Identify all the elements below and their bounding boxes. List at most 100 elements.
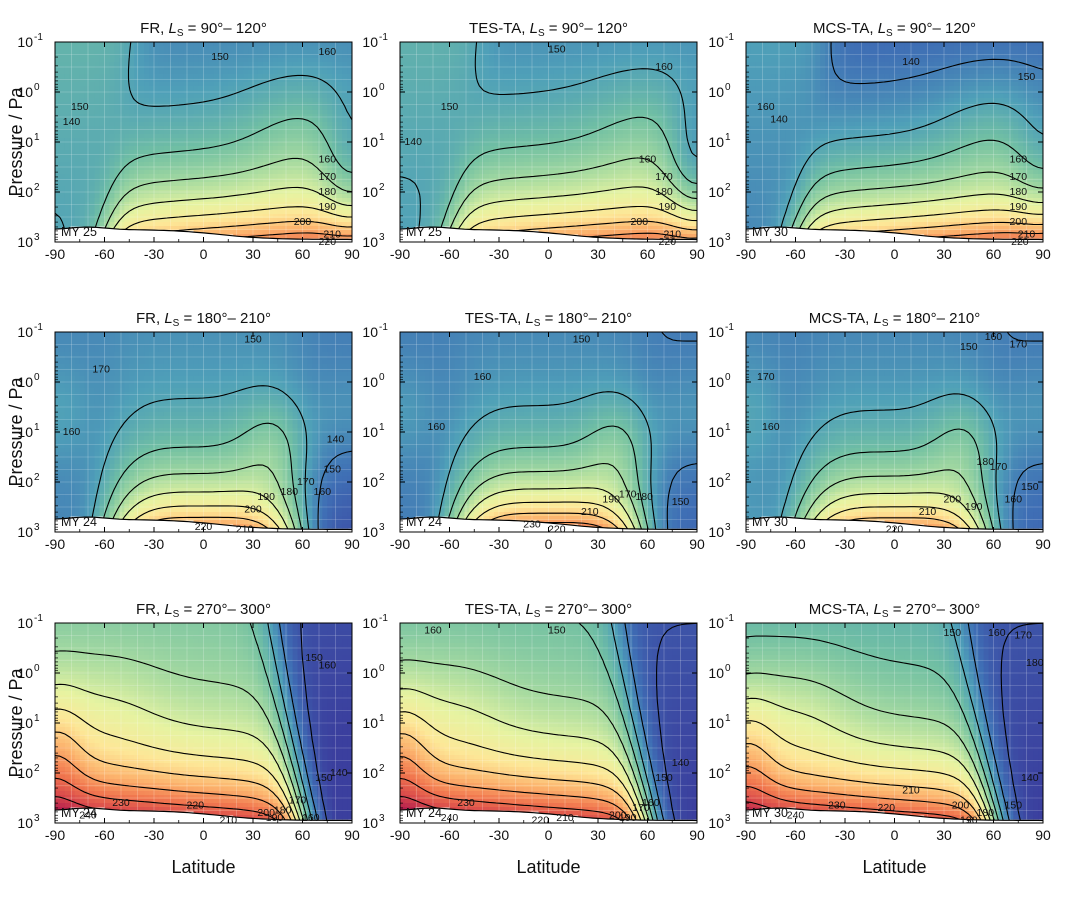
field-cell xyxy=(489,114,495,119)
field-cell xyxy=(464,130,470,135)
field-cell xyxy=(278,86,284,91)
field-cell xyxy=(283,98,289,103)
field-cell xyxy=(90,146,96,151)
field-cell xyxy=(273,90,279,95)
field-cell xyxy=(218,74,224,79)
field-cell xyxy=(174,182,180,187)
field-cell xyxy=(303,134,309,139)
field-cell xyxy=(194,74,200,79)
field-cell xyxy=(263,118,269,123)
field-cell xyxy=(415,66,421,71)
field-cell xyxy=(65,214,71,219)
field-cell xyxy=(464,110,470,115)
field-cell xyxy=(534,62,540,67)
field-cell xyxy=(342,82,348,87)
field-cell xyxy=(342,174,348,179)
field-cell xyxy=(454,94,460,99)
field-cell xyxy=(464,86,470,91)
field-cell xyxy=(119,162,125,167)
field-cell xyxy=(258,66,264,71)
field-cell xyxy=(124,94,130,99)
field-cell xyxy=(568,94,574,99)
field-cell xyxy=(134,86,140,91)
field-cell xyxy=(70,198,76,203)
field-cell xyxy=(189,210,195,215)
field-cell xyxy=(85,90,91,95)
field-cell xyxy=(90,142,96,147)
field-cell xyxy=(588,94,594,99)
field-cell xyxy=(682,50,688,55)
field-cell xyxy=(283,214,289,219)
field-cell xyxy=(273,74,279,79)
field-cell xyxy=(415,42,421,47)
field-cell xyxy=(583,170,589,175)
field-cell xyxy=(95,146,101,151)
field-cell xyxy=(682,90,688,95)
field-cell xyxy=(223,146,229,151)
field-cell xyxy=(553,106,559,111)
field-cell xyxy=(568,130,574,135)
field-cell xyxy=(80,126,86,131)
field-cell xyxy=(268,178,274,183)
field-cell xyxy=(519,82,525,87)
field-cell xyxy=(563,142,569,147)
field-cell xyxy=(223,222,229,227)
field-cell xyxy=(578,70,584,75)
field-cell xyxy=(293,110,299,115)
field-cell xyxy=(169,226,175,231)
field-cell xyxy=(278,130,284,135)
field-cell xyxy=(55,94,61,99)
field-cell xyxy=(134,70,140,75)
field-cell xyxy=(317,134,323,139)
field-cell xyxy=(124,42,130,47)
field-cell xyxy=(233,50,239,55)
field-cell xyxy=(303,46,309,51)
field-cell xyxy=(405,74,411,79)
field-cell xyxy=(283,170,289,175)
field-cell xyxy=(337,122,343,127)
field-cell xyxy=(332,122,338,127)
field-cell xyxy=(327,134,333,139)
mars-year-label: MY 25 xyxy=(61,225,97,239)
field-cell xyxy=(75,174,81,179)
field-cell xyxy=(623,90,629,95)
field-cell xyxy=(169,86,175,91)
field-cell xyxy=(469,50,475,55)
field-cell xyxy=(652,114,658,119)
field-cell xyxy=(134,166,140,171)
field-cell xyxy=(464,78,470,83)
field-cell xyxy=(189,142,195,147)
field-cell xyxy=(105,134,111,139)
field-cell xyxy=(519,106,525,111)
field-cell xyxy=(474,86,480,91)
field-cell xyxy=(139,110,145,115)
field-cell xyxy=(139,62,145,67)
field-cell xyxy=(588,110,594,115)
field-cell xyxy=(174,46,180,51)
field-cell xyxy=(638,62,644,67)
field-cell xyxy=(154,198,160,203)
field-cell xyxy=(312,130,318,135)
field-cell xyxy=(342,114,348,119)
field-cell xyxy=(534,126,540,131)
field-cell xyxy=(109,42,115,47)
field-cell xyxy=(524,58,530,63)
field-cell xyxy=(80,46,86,51)
field-cell xyxy=(558,90,564,95)
field-cell xyxy=(109,66,115,71)
y-tick-label: 10 xyxy=(17,34,33,50)
field-cell xyxy=(425,130,431,135)
field-cell xyxy=(105,50,111,55)
field-cell xyxy=(687,106,693,111)
field-cell xyxy=(534,98,540,103)
field-cell xyxy=(327,114,333,119)
field-cell xyxy=(400,166,406,171)
field-cell xyxy=(218,222,224,227)
field-cell xyxy=(278,162,284,167)
field-cell xyxy=(539,94,545,99)
field-cell xyxy=(633,46,639,51)
field-cell xyxy=(303,166,309,171)
field-cell xyxy=(60,110,66,115)
field-cell xyxy=(514,106,520,111)
field-cell xyxy=(228,58,234,63)
